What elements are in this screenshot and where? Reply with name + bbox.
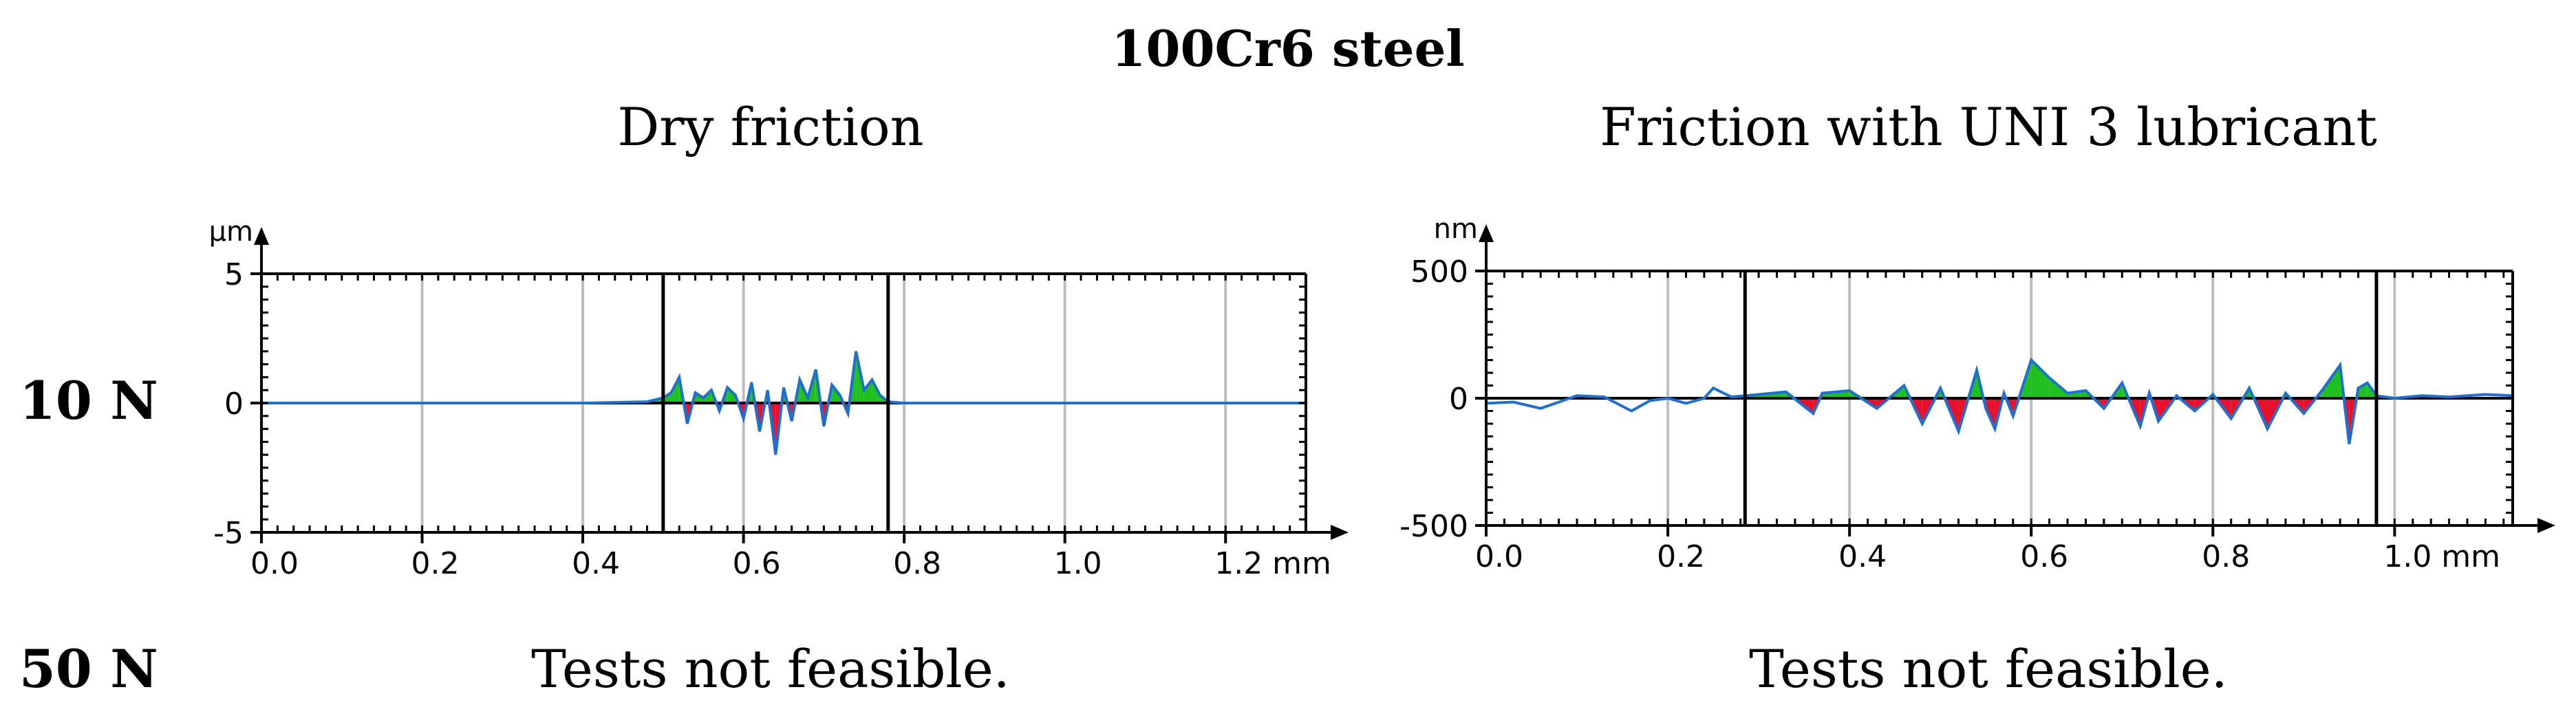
figure-title: 100Cr6 steel	[1111, 19, 1465, 78]
x-axis-arrow	[1331, 525, 1349, 540]
column-title-dry: Dry friction	[617, 96, 924, 158]
profile-fill-above	[863, 380, 872, 403]
y-tick-label: 0	[224, 387, 244, 422]
x-tick-label: 0.0	[250, 546, 299, 581]
y-axis-unit: µm	[209, 216, 253, 248]
y-axis-arrow	[254, 227, 269, 245]
x-tick-label: 0.6	[733, 546, 781, 581]
x-tick-label: 0.2	[411, 546, 460, 581]
y-tick-label: -5	[213, 516, 244, 551]
not-feasible-lubricant: Tests not feasible.	[1749, 638, 2228, 699]
row-label-10n: 10 N	[19, 370, 158, 431]
not-feasible-dry: Tests not feasible.	[531, 638, 1010, 699]
x-tick-label: 0.4	[572, 546, 620, 581]
x-tick-label: 1.0	[1054, 546, 1102, 581]
profile-fill-above	[727, 387, 736, 403]
x-tick-label: 0.8	[893, 546, 941, 581]
profile-line	[261, 351, 1306, 455]
y-tick-label: 5	[224, 257, 244, 292]
row-label-50n: 50 N	[19, 638, 158, 699]
x-tick-label: 1.2 mm	[1214, 546, 1331, 581]
column-title-lubricant: Friction with UNI 3 lubricant	[1600, 96, 2377, 158]
